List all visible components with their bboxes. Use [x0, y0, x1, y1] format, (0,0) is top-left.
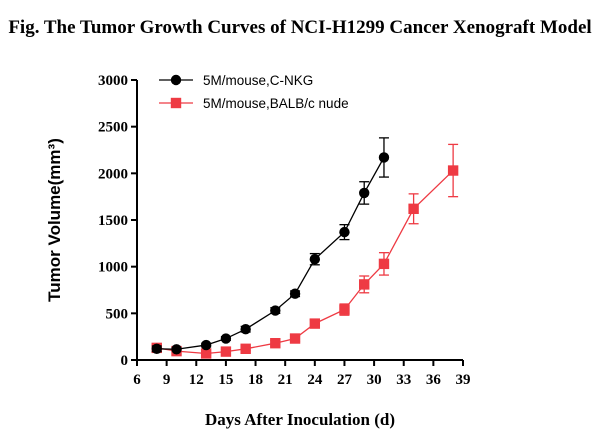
- data-point: [339, 304, 350, 315]
- x-tick-label: 15: [218, 372, 233, 388]
- legend-item: 5M/mouse,C-NKG: [159, 73, 313, 88]
- data-point: [171, 344, 182, 355]
- data-point: [270, 305, 281, 316]
- data-point: [378, 152, 390, 163]
- y-tick-label: 1500: [98, 213, 128, 229]
- x-tick-label: 27: [337, 372, 353, 388]
- data-point: [447, 165, 459, 176]
- y-tick-label: 500: [106, 306, 129, 322]
- data-point: [220, 333, 232, 344]
- data-point: [309, 254, 321, 265]
- x-tick-label: 30: [367, 372, 382, 388]
- x-tick-label: 9: [163, 372, 171, 388]
- x-tick-label: 39: [456, 372, 471, 388]
- axes: 0 500 1000 1500 2000 2500 3000 6 9 12 15 18 21 24 27 30…: [98, 73, 471, 388]
- legend: 5M/mouse,C-NKG 5M/mouse,BALB/c nude: [159, 73, 349, 111]
- data-point: [359, 187, 370, 199]
- x-tick-label: 33: [396, 372, 411, 388]
- y-axis-title: Tumor Volume(mm³): [45, 138, 64, 302]
- data-point: [359, 279, 370, 290]
- data-point: [289, 333, 301, 344]
- series-balbc-nude: [151, 143, 459, 359]
- y-tick-label: 0: [121, 353, 129, 369]
- x-tick-label: 18: [248, 372, 263, 388]
- x-tick-label: 21: [278, 372, 293, 388]
- series-line: [156, 157, 385, 350]
- y-tick-label: 2500: [98, 120, 128, 136]
- y-tick-label: 3000: [98, 73, 128, 89]
- plot-area: [151, 137, 459, 359]
- x-tick-label: 36: [426, 372, 442, 388]
- chart-title: Fig. The Tumor Growth Curves of NCI-H129…: [8, 17, 591, 38]
- data-point: [200, 339, 212, 351]
- data-point: [240, 343, 251, 354]
- data-point: [200, 348, 212, 359]
- x-axis-title: Days After Inoculation (d): [205, 410, 395, 429]
- x-tick-label: 12: [189, 372, 204, 388]
- data-point: [339, 226, 350, 238]
- data-point: [378, 258, 390, 270]
- legend-item: 5M/mouse,BALB/c nude: [159, 96, 349, 111]
- data-point: [289, 288, 301, 299]
- data-point: [240, 324, 251, 335]
- data-point: [220, 346, 232, 357]
- y-tick-label: 1000: [98, 260, 128, 276]
- x-tick-label: 24: [307, 372, 323, 388]
- data-point: [151, 343, 162, 354]
- legend-marker: [170, 74, 182, 86]
- x-tick-label: 6: [133, 372, 141, 388]
- y-tick-label: 2000: [98, 166, 128, 182]
- series-c-nkg: [151, 137, 390, 355]
- legend-label: 5M/mouse,C-NKG: [203, 73, 313, 88]
- legend-marker: [170, 97, 182, 109]
- series-line: [156, 170, 454, 355]
- data-point: [309, 318, 321, 329]
- data-point: [408, 203, 419, 214]
- legend-label: 5M/mouse,BALB/c nude: [203, 96, 349, 111]
- data-point: [270, 338, 281, 349]
